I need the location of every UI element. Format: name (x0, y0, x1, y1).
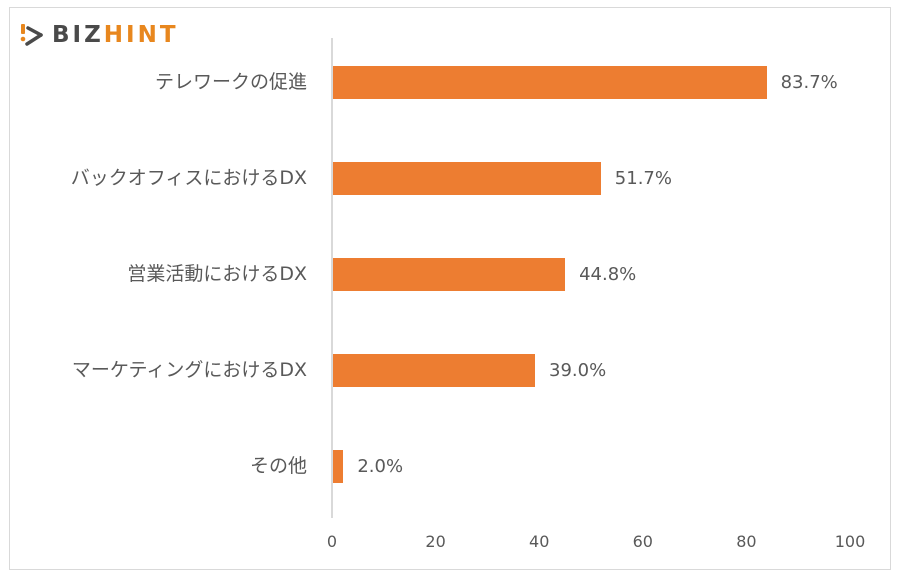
category-label: マーケティングにおけるDX (71, 359, 307, 381)
value-label: 2.0% (357, 456, 404, 477)
value-label: 44.8% (579, 264, 637, 285)
category-label: バックオフィスにおけるDX (70, 167, 307, 189)
x-tick-label: 60 (632, 532, 653, 551)
x-tick-label: 20 (425, 532, 446, 551)
category-label: 営業活動におけるDX (127, 263, 307, 285)
bizhint-logo: BIZHINT (18, 18, 198, 52)
category-axis-line (331, 38, 333, 518)
x-tick-label: 80 (736, 532, 757, 551)
logo-text-biz: BIZ (52, 21, 104, 48)
bar (333, 66, 767, 99)
x-tick-label: 100 (834, 532, 866, 551)
bar (333, 450, 344, 483)
value-label: 39.0% (549, 360, 607, 381)
category-label: その他 (249, 455, 307, 477)
x-tick-label: 40 (529, 532, 550, 551)
bar (333, 162, 601, 195)
bar (333, 258, 566, 291)
x-tick-label: 0 (326, 532, 338, 551)
logo-wordmark: BIZHINT (52, 21, 179, 48)
value-label: 51.7% (614, 168, 672, 189)
category-label: テレワークの促進 (154, 71, 307, 93)
bar (333, 354, 536, 387)
logo-text-hint: HINT (103, 21, 179, 48)
bizhint-logo-icon (20, 24, 43, 46)
value-label: 83.7% (780, 72, 838, 93)
